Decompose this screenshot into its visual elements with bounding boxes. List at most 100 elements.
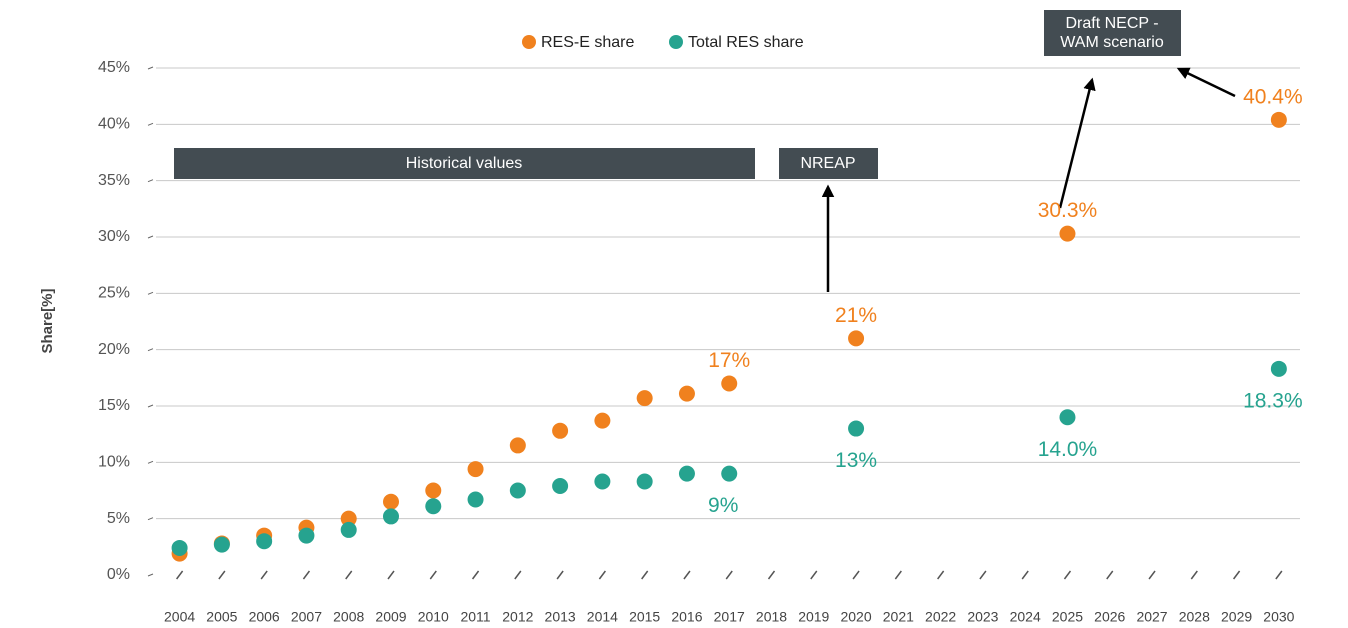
y-tick-label: 35% — [98, 172, 130, 189]
y-tick-mark — [147, 179, 154, 183]
point — [298, 527, 315, 544]
y-tick-mark — [147, 66, 154, 70]
y-tick-label: 0% — [107, 566, 130, 583]
data-label: 18.3% — [1243, 389, 1303, 412]
point — [382, 508, 399, 525]
point — [467, 491, 484, 508]
annotation-box — [174, 148, 755, 179]
y-tick-label: 30% — [98, 228, 130, 245]
x-tick-mark — [598, 570, 606, 580]
x-tick-label: 2007 — [291, 609, 322, 625]
legend-label: Total RES share — [688, 34, 804, 51]
y-tick-mark — [147, 291, 154, 295]
x-tick-label: 2022 — [925, 609, 956, 625]
point — [171, 539, 188, 556]
point — [1059, 225, 1076, 242]
x-tick-label: 2027 — [1136, 609, 1167, 625]
x-tick-label: 2011 — [460, 609, 490, 625]
x-tick-mark — [937, 570, 945, 580]
point — [1270, 111, 1287, 128]
annotation-box — [779, 148, 878, 179]
x-tick-mark — [1275, 570, 1283, 580]
x-tick-label: 2019 — [798, 609, 829, 625]
y-tick-mark — [147, 517, 154, 521]
x-tick-label: 2018 — [756, 609, 787, 625]
point — [636, 473, 653, 490]
point — [594, 473, 611, 490]
y-tick-label: 25% — [98, 285, 130, 302]
y-tick-label: 45% — [98, 59, 130, 76]
x-tick-mark — [302, 570, 311, 580]
annotation: NREAP — [800, 155, 855, 172]
data-label: 30.3% — [1038, 199, 1098, 222]
x-tick-label: 2014 — [587, 609, 618, 625]
point — [340, 510, 357, 527]
arrow — [1176, 67, 1236, 98]
y-tick-label: 15% — [98, 397, 130, 414]
x-tick-label: 2009 — [375, 609, 406, 625]
x-tick-mark — [1106, 570, 1114, 580]
point — [848, 330, 865, 347]
x-tick-mark — [1190, 570, 1198, 580]
point — [213, 536, 230, 553]
point — [425, 498, 442, 515]
point — [425, 482, 442, 499]
data-label: 17% — [708, 349, 750, 372]
x-tick-label: 2020 — [840, 609, 871, 625]
x-tick-mark — [175, 570, 184, 580]
x-tick-mark — [260, 570, 268, 580]
x-tick-label: 2005 — [206, 609, 237, 625]
x-tick-mark — [852, 570, 860, 580]
y-tick-label: 5% — [107, 510, 130, 527]
point — [636, 390, 653, 407]
x-tick-label: 2017 — [714, 609, 745, 625]
x-tick-mark — [1063, 570, 1072, 580]
point — [678, 465, 695, 482]
x-tick-label: 2025 — [1052, 609, 1083, 625]
x-tick-mark — [345, 570, 353, 580]
y-tick-mark — [147, 573, 154, 577]
x-tick-mark — [810, 570, 818, 580]
y-tick-label: 40% — [98, 116, 130, 133]
point — [509, 437, 526, 454]
x-tick-label: 2023 — [967, 609, 998, 625]
point — [552, 422, 569, 439]
data-label: 21% — [835, 304, 877, 327]
annotation: Draft NECP - — [1065, 15, 1158, 32]
point — [721, 375, 738, 392]
grid — [147, 66, 1300, 580]
point — [848, 420, 865, 437]
point — [340, 521, 357, 538]
x-tick-label: 2024 — [1010, 609, 1041, 625]
x-tick-mark — [979, 570, 987, 580]
y-axis-label: Share[%] — [39, 288, 56, 353]
point — [509, 482, 526, 499]
x-tick-label: 2013 — [545, 609, 576, 625]
annotation: Historical values — [406, 155, 522, 172]
x-tick-mark — [683, 570, 691, 580]
data-label: 13% — [835, 449, 877, 472]
annotation-box — [1044, 10, 1181, 56]
x-tick-label: 2008 — [333, 609, 364, 625]
x-tick-mark — [429, 570, 437, 580]
y-tick-label: 20% — [98, 341, 130, 358]
point — [382, 493, 399, 510]
x-tick-mark — [767, 570, 776, 580]
x-tick-mark — [387, 570, 395, 580]
x-tick-label: 2016 — [671, 609, 702, 625]
x-tick-label: 2026 — [1094, 609, 1125, 625]
x-tick-label: 2021 — [883, 609, 914, 625]
annotation: WAM scenario — [1060, 34, 1164, 51]
x-tick-mark — [641, 570, 649, 580]
x-tick-mark — [471, 570, 480, 580]
x-tick-label: 2030 — [1263, 609, 1294, 625]
y-tick-mark — [147, 460, 154, 464]
point — [256, 533, 273, 550]
x-tick-mark — [1232, 570, 1241, 580]
y-tick-mark — [147, 122, 154, 126]
x-tick-mark — [1148, 570, 1156, 580]
x-tick-label: 2012 — [502, 609, 533, 625]
y-tick-mark — [147, 348, 154, 352]
point — [1270, 360, 1287, 377]
y-tick-mark — [147, 404, 154, 408]
